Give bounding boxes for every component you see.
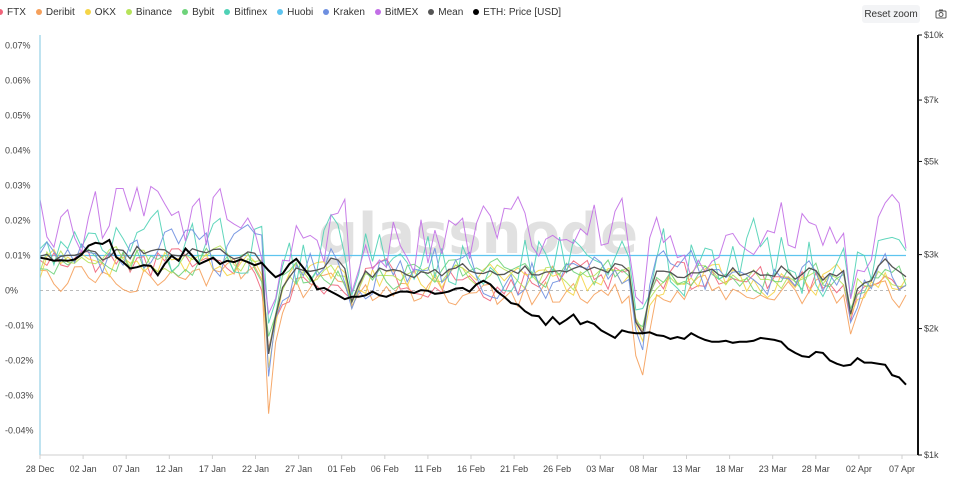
y2-tick-label: $10k <box>924 30 944 40</box>
reset-zoom-button[interactable]: Reset zoom <box>862 5 920 23</box>
x-tick-label: 18 Mar <box>716 464 744 474</box>
legend-dot-icon <box>374 9 381 15</box>
y2-tick-label: $7k <box>924 95 939 105</box>
y2-tick-label: $5k <box>924 156 939 166</box>
legend-item-eth-price-usd[interactable]: ETH: Price [USD] <box>473 7 561 18</box>
y-tick-label: 0.02% <box>5 216 31 226</box>
legend-dot-icon <box>35 9 42 15</box>
legend-item-okx[interactable]: OKX <box>84 6 116 18</box>
legend-dot-icon <box>84 9 91 15</box>
legend-label: Deribit <box>45 6 75 18</box>
legend-label: Binance <box>135 6 173 18</box>
y-tick-label: 0.01% <box>5 251 31 261</box>
y-tick-label: 0.07% <box>5 41 31 51</box>
x-tick-label: 02 Apr <box>846 464 872 474</box>
legend-label: Bitfinex <box>234 6 268 18</box>
x-tick-label: 07 Jan <box>113 464 140 474</box>
y-tick-label: 0.04% <box>5 146 31 156</box>
series-line-eth-price <box>39 238 907 386</box>
x-tick-label: 06 Feb <box>371 464 399 474</box>
x-tick-label: 13 Mar <box>672 464 700 474</box>
y-tick-label: 0.05% <box>5 111 31 121</box>
legend-item-bybit[interactable]: Bybit <box>182 7 214 18</box>
series-line-binance <box>39 245 907 352</box>
x-tick-label: 23 Mar <box>759 464 787 474</box>
camera-icon[interactable] <box>935 8 947 20</box>
series-line-okx <box>39 248 907 368</box>
y-tick-label: 0.03% <box>5 181 31 191</box>
x-tick-label: 27 Jan <box>285 464 312 474</box>
x-tick-label: 21 Feb <box>500 464 528 474</box>
x-tick-label: 16 Feb <box>457 464 485 474</box>
x-tick-label: 26 Feb <box>543 464 571 474</box>
x-tick-label: 11 Feb <box>414 464 441 474</box>
y-tick-label: -0.01% <box>5 321 34 331</box>
legend-item-kraken[interactable]: Kraken <box>323 7 365 18</box>
legend-label: OKX <box>94 6 116 18</box>
y-tick-label: 0.06% <box>5 76 31 86</box>
legend-label: BitMEX <box>384 6 419 18</box>
legend-item-mean[interactable]: Mean <box>428 7 463 18</box>
x-tick-label: 01 Feb <box>328 464 356 474</box>
legend-item-huobi[interactable]: Huobi <box>277 7 313 18</box>
x-tick-label: 03 Mar <box>586 464 614 474</box>
legend-item-ftx[interactable]: FTX <box>0 7 26 18</box>
y-tick-label: -0.04% <box>5 426 34 436</box>
legend-label: FTX <box>7 6 26 18</box>
x-tick-label: 17 Jan <box>199 464 226 474</box>
legend-dot-icon <box>0 9 3 15</box>
legend-label: Bybit <box>192 6 215 18</box>
legend-label: Mean <box>438 6 464 18</box>
chart-legend: FTX Deribit OKX Binance Bybit Bitfinex Huobi Kr… <box>0 4 571 20</box>
legend-dot-icon <box>125 9 132 15</box>
series-line-kraken <box>39 224 907 377</box>
series-line-deribit <box>39 257 907 414</box>
legend-dot-icon <box>277 9 284 15</box>
legend-dot-icon <box>323 9 330 15</box>
series-line-mean <box>39 245 907 355</box>
legend-label: ETH: Price [USD] <box>483 6 562 18</box>
y-tick-label: 0% <box>5 286 18 296</box>
legend-item-binance[interactable]: Binance <box>125 6 173 18</box>
series-line-bitfinex <box>39 209 907 324</box>
legend-dot-icon <box>473 9 480 15</box>
x-tick-label: 08 Mar <box>629 464 657 474</box>
legend-dot-icon <box>428 9 435 15</box>
x-tick-label: 12 Jan <box>156 464 183 474</box>
x-tick-label: 22 Jan <box>242 464 269 474</box>
y-tick-label: -0.02% <box>5 356 34 366</box>
y2-tick-label: $1k <box>924 450 939 460</box>
legend-item-bitmex[interactable]: BitMEX <box>374 6 419 18</box>
x-tick-label: 07 Apr <box>889 464 915 474</box>
x-tick-label: 28 Dec <box>26 464 55 474</box>
legend-item-bitfinex[interactable]: Bitfinex <box>224 7 267 18</box>
y-tick-label: -0.03% <box>5 391 34 401</box>
series-line-ftx <box>39 248 907 349</box>
legend-dot-icon <box>224 9 231 15</box>
series-line-bitmex <box>39 185 907 316</box>
legend-label: Kraken <box>333 6 365 18</box>
legend-item-deribit[interactable]: Deribit <box>35 6 75 18</box>
x-tick-label: 28 Mar <box>802 464 830 474</box>
legend-label: Huobi <box>287 6 314 18</box>
y2-tick-label: $2k <box>924 324 939 334</box>
legend-dot-icon <box>182 9 189 15</box>
y2-tick-label: $3k <box>924 250 939 260</box>
x-tick-label: 02 Jan <box>70 464 97 474</box>
